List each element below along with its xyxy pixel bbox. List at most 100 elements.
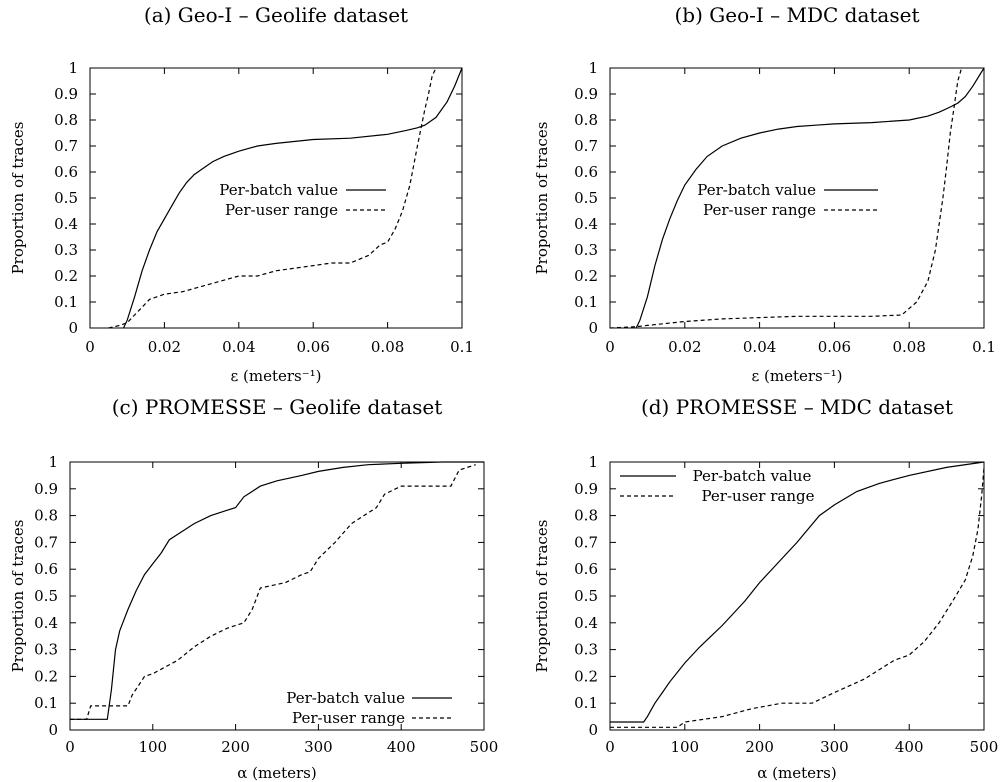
x-tick-label: 0 bbox=[85, 338, 95, 356]
series-line-per-batch-value bbox=[635, 67, 985, 329]
y-tick-label: 0.8 bbox=[54, 111, 78, 129]
x-tick-label: 100 bbox=[670, 738, 699, 756]
legend-entry-per-user-range: Per-user range bbox=[620, 487, 815, 505]
y-tick-label: 0.6 bbox=[54, 163, 78, 181]
y-tick-label: 0.9 bbox=[34, 480, 58, 498]
x-tick-label: 200 bbox=[745, 738, 774, 756]
y-tick-label: 0.1 bbox=[574, 293, 598, 311]
y-tick-label: 0.2 bbox=[54, 267, 78, 285]
y-tick-label: 0.9 bbox=[574, 85, 598, 103]
y-tick-label: 0.2 bbox=[574, 267, 598, 285]
y-tick-label: 0.2 bbox=[574, 667, 598, 685]
x-axis-label: α (meters) bbox=[757, 764, 836, 782]
y-tick-label: 0 bbox=[588, 721, 598, 739]
legend-label: Per-batch value bbox=[693, 467, 812, 485]
y-tick-label: 0 bbox=[48, 721, 58, 739]
x-axis-label: ε (meters⁻¹) bbox=[751, 367, 842, 385]
y-tick-label: 0.6 bbox=[34, 560, 58, 578]
x-tick-label: 300 bbox=[820, 738, 849, 756]
legend-entry-per-user-range: Per-user range bbox=[703, 201, 878, 219]
x-axis-label: α (meters) bbox=[237, 764, 316, 782]
series-line-per-user-range bbox=[610, 467, 985, 728]
y-tick-label: 0.5 bbox=[574, 587, 598, 605]
y-tick-label: 0.7 bbox=[34, 533, 58, 551]
y-tick-label: 0.4 bbox=[574, 215, 598, 233]
legend-entry-per-batch-value: Per-batch value bbox=[697, 181, 878, 199]
x-tick-label: 0.08 bbox=[371, 338, 404, 356]
x-tick-label: 0.04 bbox=[222, 338, 255, 356]
series-line-per-batch-value bbox=[610, 461, 985, 723]
series-line-per-batch-value bbox=[70, 461, 484, 720]
y-tick-label: 0.3 bbox=[574, 641, 598, 659]
x-tick-label: 500 bbox=[470, 738, 499, 756]
legend-entry-per-user-range: Per-user range bbox=[292, 709, 452, 727]
series-line-per-batch-value bbox=[122, 67, 463, 329]
legend-label: Per-user range bbox=[225, 201, 338, 219]
y-tick-label: 0.2 bbox=[34, 667, 58, 685]
x-tick-label: 0.04 bbox=[743, 338, 776, 356]
plot-frame bbox=[69, 461, 485, 731]
chart-title: (b) Geo-I – MDC dataset bbox=[675, 3, 920, 27]
y-axis-label: Proportion of traces bbox=[9, 122, 27, 275]
legend-label: Per-batch value bbox=[697, 181, 816, 199]
y-tick-label: 0.3 bbox=[54, 241, 78, 259]
x-tick-label: 0.1 bbox=[972, 338, 996, 356]
series-line-per-user-range bbox=[70, 464, 476, 720]
y-tick-label: 1 bbox=[68, 59, 78, 77]
legend-label: Per-batch value bbox=[219, 181, 338, 199]
chart-title: (a) Geo-I – Geolife dataset bbox=[144, 3, 408, 27]
y-tick-label: 0.5 bbox=[574, 189, 598, 207]
x-tick-label: 0.06 bbox=[296, 338, 329, 356]
y-tick-label: 0.7 bbox=[574, 533, 598, 551]
x-tick-label: 200 bbox=[221, 738, 250, 756]
legend-entry-per-batch-value: Per-batch value bbox=[620, 467, 811, 485]
x-tick-label: 0.02 bbox=[668, 338, 701, 356]
legend-entry-per-batch-value: Per-batch value bbox=[219, 181, 386, 199]
chart-panel-3: (c) PROMESSE – Geolife dataset 0 0.1 0.2 0.3… bbox=[9, 395, 498, 782]
y-tick-label: 0.3 bbox=[34, 641, 58, 659]
x-tick-label: 0.02 bbox=[148, 338, 181, 356]
chart-panel-1: (a) Geo-I – Geolife dataset 0 0.1 0.2 0.3 0.4… bbox=[9, 3, 474, 385]
y-tick-label: 0.4 bbox=[574, 614, 598, 632]
legend-entry-per-batch-value: Per-batch value bbox=[286, 689, 452, 707]
series-line-per-user-range bbox=[108, 67, 437, 329]
legend-entry-per-user-range: Per-user range bbox=[225, 201, 386, 219]
x-tick-label: 500 bbox=[970, 738, 999, 756]
x-tick-label: 0.06 bbox=[818, 338, 851, 356]
y-tick-label: 0.7 bbox=[54, 137, 78, 155]
series-line-per-user-range bbox=[609, 67, 963, 329]
y-tick-label: 0.3 bbox=[574, 241, 598, 259]
chart-panel-4: (d) PROMESSE – MDC dataset 0 0.1 0.2 0.3 0.4 0… bbox=[533, 395, 998, 782]
y-tick-label: 0.1 bbox=[54, 293, 78, 311]
y-axis-label: Proportion of traces bbox=[9, 520, 27, 673]
chart-title: (c) PROMESSE – Geolife dataset bbox=[112, 395, 443, 419]
y-tick-label: 1 bbox=[588, 59, 598, 77]
y-axis-label: Proportion of traces bbox=[533, 122, 551, 275]
x-tick-label: 400 bbox=[387, 738, 416, 756]
y-tick-label: 0.9 bbox=[574, 480, 598, 498]
x-tick-label: 400 bbox=[895, 738, 924, 756]
chart-panel-2: (b) Geo-I – MDC dataset 0 0.1 0.2 0.3 0.4 0.5 0… bbox=[533, 3, 996, 385]
x-tick-label: 0 bbox=[605, 338, 615, 356]
y-tick-label: 0.4 bbox=[34, 614, 58, 632]
x-tick-label: 0 bbox=[605, 738, 615, 756]
chart-title: (d) PROMESSE – MDC dataset bbox=[641, 395, 953, 419]
y-tick-label: 0.1 bbox=[574, 694, 598, 712]
y-tick-label: 1 bbox=[48, 453, 58, 471]
y-tick-label: 0.8 bbox=[574, 111, 598, 129]
y-tick-label: 1 bbox=[588, 453, 598, 471]
legend-label: Per-user range bbox=[292, 709, 405, 727]
x-tick-label: 300 bbox=[304, 738, 333, 756]
x-tick-label: 0.1 bbox=[450, 338, 474, 356]
y-tick-label: 0.6 bbox=[574, 163, 598, 181]
y-tick-label: 0.7 bbox=[574, 137, 598, 155]
legend-label: Per-user range bbox=[702, 487, 815, 505]
y-tick-label: 0 bbox=[68, 319, 78, 337]
y-tick-label: 0.9 bbox=[54, 85, 78, 103]
legend-label: Per-batch value bbox=[286, 689, 405, 707]
x-axis-label: ε (meters⁻¹) bbox=[230, 367, 321, 385]
y-tick-label: 0 bbox=[588, 319, 598, 337]
x-tick-label: 100 bbox=[138, 738, 167, 756]
y-tick-label: 0.6 bbox=[574, 560, 598, 578]
